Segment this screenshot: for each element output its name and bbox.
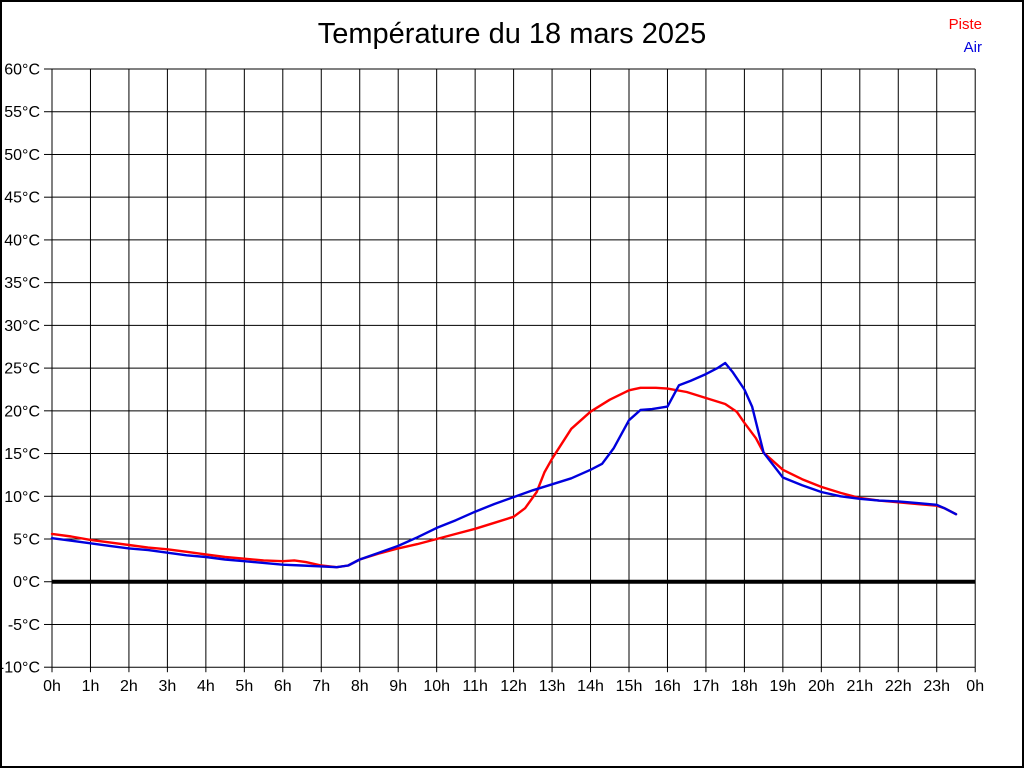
x-tick-label: 5h <box>235 678 253 695</box>
x-tick-label: 10h <box>423 678 450 695</box>
y-tick-label: 5°C <box>13 532 40 549</box>
x-tick-label: 23h <box>923 678 950 695</box>
x-tick-label: 1h <box>82 678 100 695</box>
legend-item-piste: Piste <box>948 16 982 33</box>
x-tick-label: 9h <box>389 678 407 695</box>
y-tick-label: -5°C <box>8 617 40 634</box>
y-tick-label: 60°C <box>4 62 40 79</box>
x-tick-label: 15h <box>616 678 643 695</box>
series-line-air <box>50 361 958 569</box>
series-line-piste <box>50 386 958 569</box>
x-tick-label: 8h <box>351 678 369 695</box>
y-tick-label: 50°C <box>4 147 40 164</box>
y-tick-label: 40°C <box>4 232 40 249</box>
y-tick-label: 35°C <box>4 275 40 292</box>
y-tick-label: 45°C <box>4 190 40 207</box>
y-tick-label: 10°C <box>4 489 40 506</box>
y-tick-label: 30°C <box>4 318 40 335</box>
x-tick-label: 12h <box>500 678 527 695</box>
x-tick-label: 14h <box>577 678 604 695</box>
x-tick-label: 4h <box>197 678 215 695</box>
x-tick-label: 13h <box>539 678 566 695</box>
x-tick-label: 11h <box>462 678 488 695</box>
y-tick-label: 55°C <box>4 104 40 121</box>
y-tick-label: 25°C <box>4 361 40 378</box>
y-tick-label: 0°C <box>13 574 40 591</box>
x-tick-label: 2h <box>120 678 138 695</box>
x-tick-label: 19h <box>770 678 797 695</box>
x-tick-label: 3h <box>159 678 177 695</box>
x-tick-label: 6h <box>274 678 292 695</box>
x-tick-label: 22h <box>885 678 912 695</box>
x-tick-label: 16h <box>654 678 681 695</box>
y-tick-label: 15°C <box>4 446 40 463</box>
x-tick-label: 18h <box>731 678 758 695</box>
chart-title: Température du 18 mars 2025 <box>317 18 707 50</box>
x-tick-label: 17h <box>693 678 720 695</box>
x-tick-label: 0h <box>966 678 984 695</box>
x-tick-label: 21h <box>846 678 873 695</box>
chart-legend: Piste Air <box>949 13 982 59</box>
legend-item-air: Air <box>963 39 982 56</box>
x-tick-label: 0h <box>43 678 61 695</box>
x-tick-label: 7h <box>312 678 330 695</box>
y-tick-label: 20°C <box>4 403 40 420</box>
y-tick-label: -10°C <box>2 660 40 677</box>
x-tick-label: 20h <box>808 678 835 695</box>
